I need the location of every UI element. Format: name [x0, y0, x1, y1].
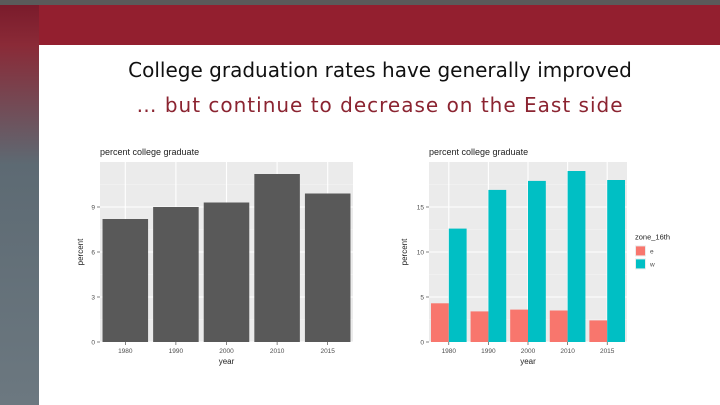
chart-total-svg: percent college graduate 0 3 6 9 1980 1990 2000…	[76, 147, 353, 366]
bar-2000	[203, 202, 250, 342]
header-band	[39, 5, 720, 45]
legend-title: zone_16th	[635, 232, 670, 241]
chart-zone-svg: percent college graduate 0 5 10 15 1980 1990 20…	[400, 147, 670, 366]
slide-subtitle: … but continue to decrease on the East s…	[136, 93, 624, 117]
bar-w-2010	[567, 171, 586, 342]
x-tick-label: 2015	[320, 348, 335, 355]
x-tick-label: 2000	[521, 348, 536, 355]
y-tick-label: 0	[91, 340, 95, 347]
y-tick-label: 0	[420, 340, 424, 347]
bar-1990	[153, 207, 199, 342]
legend-key-w	[636, 259, 645, 269]
y-tick-label: 5	[420, 295, 424, 302]
y-tick-label: 6	[91, 250, 95, 257]
bar-w-1980	[448, 228, 467, 342]
slide-title: College graduation rates have generally …	[128, 58, 632, 82]
x-axis-title: year	[219, 357, 235, 366]
legend-label-e: e	[650, 248, 654, 255]
bar-e-1980	[430, 303, 449, 342]
legend-label-w: w	[649, 261, 655, 268]
y-tick-label: 15	[417, 205, 425, 212]
x-tick-label: 2000	[219, 348, 234, 355]
y-tick-label: 9	[91, 205, 95, 212]
bar-e-2010	[549, 310, 568, 342]
left-decorative-rail	[0, 5, 39, 405]
top-strip	[0, 0, 720, 5]
legend-key-e	[636, 246, 645, 256]
bar-2015	[304, 193, 351, 342]
bar-e-2015	[589, 320, 608, 342]
x-tick-label: 1990	[169, 348, 184, 355]
bar-w-2015	[607, 180, 626, 342]
x-tick-label: 1980	[442, 348, 457, 355]
chart-title: percent college graduate	[429, 147, 528, 157]
bar-2010	[254, 174, 300, 342]
y-tick-label: 10	[417, 250, 425, 257]
x-axis-title: year	[520, 357, 536, 366]
x-tick-label: 1980	[118, 348, 133, 355]
chart-by-zone: percent college graduate 0 5 10 15 1980 1990 20…	[396, 142, 684, 373]
x-tick-label: 1990	[481, 348, 496, 355]
bar-e-2000	[510, 309, 528, 342]
y-axis-title: percent	[400, 238, 409, 265]
x-tick-label: 2015	[600, 348, 615, 355]
y-axis-title: percent	[76, 238, 85, 265]
bar-e-1990	[470, 311, 489, 342]
chart-title: percent college graduate	[100, 147, 199, 157]
x-tick-label: 2010	[560, 348, 575, 355]
y-tick-label: 3	[91, 295, 95, 302]
chart-total-graduates: percent college graduate 0 3 6 9 1980 1990 2000…	[72, 142, 360, 373]
bar-1980	[102, 219, 149, 342]
x-tick-label: 2010	[270, 348, 285, 355]
bar-w-1990	[488, 189, 507, 342]
bar-w-2000	[528, 180, 546, 342]
